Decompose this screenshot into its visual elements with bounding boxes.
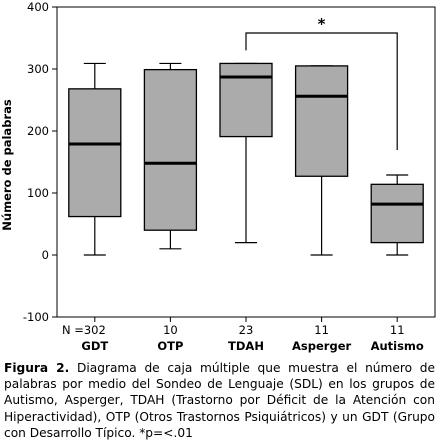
caption-text: Diagrama de caja múltiple que muestra el… <box>4 361 435 440</box>
n-label: N = <box>62 323 84 337</box>
y-tick-label: 100 <box>27 186 49 200</box>
n-value: 11 <box>390 323 405 337</box>
box-iqr <box>68 88 122 218</box>
box-iqr <box>294 65 349 177</box>
x-category-label: TDAH <box>228 339 264 353</box>
n-value: 23 <box>239 323 254 337</box>
box-asperger <box>294 65 349 256</box>
box-autismo <box>370 174 424 256</box>
box-series <box>68 62 424 256</box>
significance-star: * <box>318 15 326 33</box>
y-tick-label: 0 <box>42 248 49 262</box>
box-gdt <box>68 62 122 256</box>
n-value: 10 <box>163 323 178 337</box>
y-tick-label: 400 <box>27 0 49 14</box>
y-axis-label: Número de palabras <box>0 99 14 231</box>
x-category-label: Asperger <box>292 339 351 353</box>
y-tick-label: 300 <box>27 62 49 76</box>
y-axis: -100 0 100 200 300 400 <box>23 0 57 324</box>
n-value: 11 <box>314 323 329 337</box>
x-category-label: Autismo <box>371 339 424 353</box>
x-axis: N = 302 GDT 10 OTP 23 TDAH 11 Asperger 11 Autismo <box>62 317 424 353</box>
caption-label: Figura 2. <box>4 361 70 375</box>
y-tick-label: 200 <box>27 124 49 138</box>
box-iqr <box>219 62 273 138</box>
box-otp <box>143 62 198 250</box>
n-value: 302 <box>84 323 106 337</box>
figure-caption: Figura 2. Diagrama de caja múltiple que … <box>4 360 435 441</box>
significance-annotation: * <box>245 15 398 151</box>
y-tick-label: -100 <box>23 310 49 324</box>
x-category-label: GDT <box>81 339 108 353</box>
box-tdah <box>219 62 273 244</box>
x-category-label: OTP <box>157 339 183 353</box>
box-iqr <box>143 68 198 231</box>
box-iqr <box>370 183 424 244</box>
significance-bracket <box>245 32 398 151</box>
